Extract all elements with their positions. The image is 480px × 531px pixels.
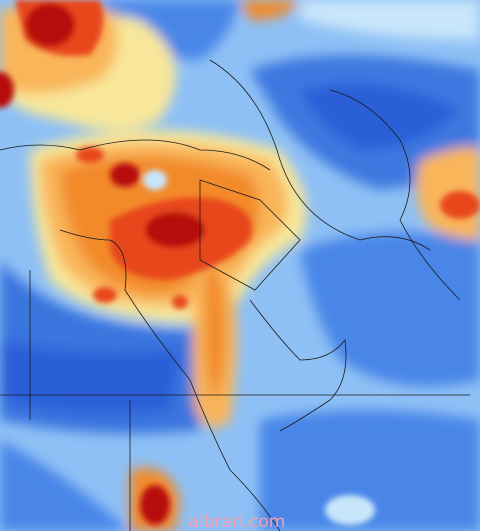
red-core: [93, 287, 117, 303]
dark-orange-tongue: [205, 260, 226, 400]
pale-region: [300, 0, 480, 40]
borders: [0, 59, 470, 531]
coastline: [59, 229, 281, 531]
red-core: [76, 147, 104, 163]
watermark: albrari.com: [189, 512, 286, 531]
orange-region: [240, 0, 300, 20]
dark-red-core: [0, 72, 14, 108]
dark-red-core: [25, 3, 75, 47]
pale-spot: [143, 170, 167, 190]
border: [199, 179, 301, 291]
coastline: [249, 299, 347, 432]
dark-red-core: [145, 212, 205, 248]
blue-region: [260, 410, 480, 531]
red-core: [172, 295, 188, 309]
dark-red-core: [140, 485, 170, 525]
blue-region: [300, 232, 480, 387]
blue-region: [0, 440, 130, 531]
pale-spot: [325, 495, 375, 525]
coastline: [0, 139, 271, 171]
red-core: [440, 191, 480, 219]
border: [209, 59, 431, 251]
deep-blue-region: [300, 83, 460, 150]
border: [329, 89, 461, 301]
dark-red-core: [110, 163, 140, 187]
border: [29, 270, 131, 531]
